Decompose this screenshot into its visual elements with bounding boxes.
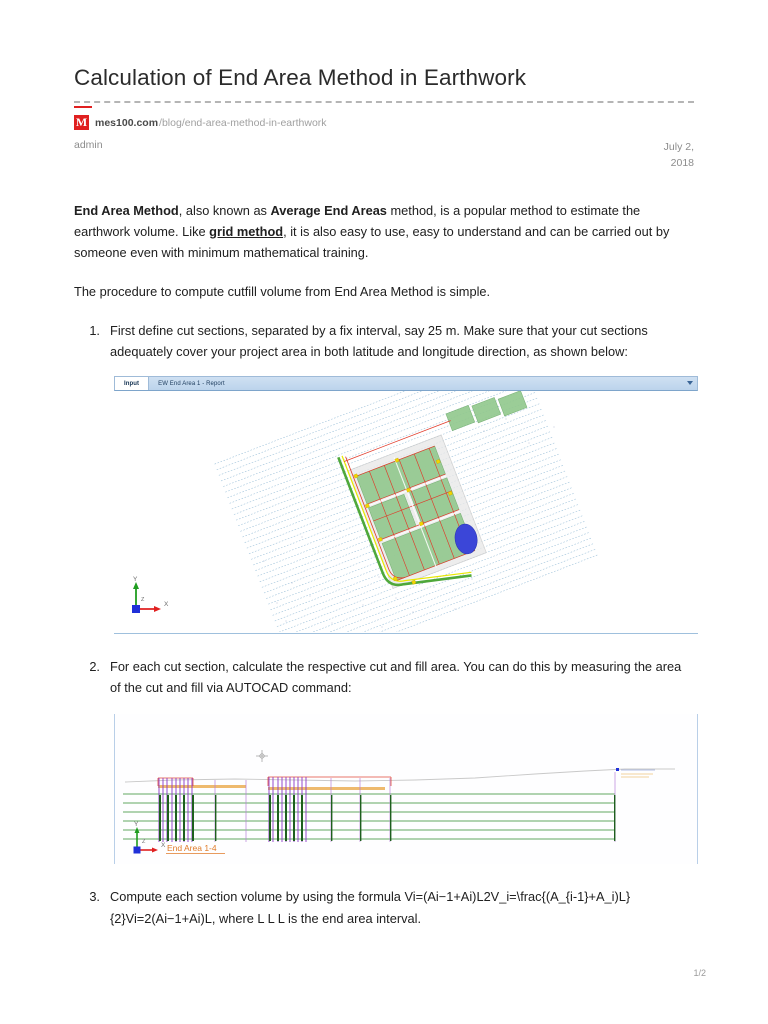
node-markers: [353, 458, 466, 585]
survey-points: [263, 418, 555, 628]
page-title: Calculation of End Area Method in Earthw…: [74, 65, 527, 90]
offset-lines-green: [123, 794, 615, 840]
step-number-1: 1.: [89, 322, 100, 338]
figure-cross-section: End Area 1-4 Y X Z: [114, 714, 698, 865]
source-path: /blog/end-area-method-in-earthwork: [159, 116, 327, 129]
intro-text-d: method, is a popular method to estimate …: [74, 202, 641, 239]
plan-view-drawing: [214, 391, 598, 633]
step-text-2: For each cut section, calculate the resp…: [110, 659, 682, 696]
cad-tab-strip: Input EW End Area 1 - Report: [114, 376, 698, 392]
site-logo-icon: M: [74, 115, 89, 130]
axis-gizmo-2: Y X Z: [127, 820, 179, 860]
axis-label-y: Y: [133, 576, 138, 584]
step-number-2: 2.: [89, 659, 100, 675]
page-number: 1/2: [693, 968, 706, 978]
document-content: Calculation of End Area Method in Earthw…: [74, 64, 698, 935]
step-item-3: 3. Compute each section volume by using …: [89, 886, 694, 928]
road-alignment-red: [345, 456, 405, 579]
source-url-line: M mes100.com/blog/end-area-method-in-ear…: [74, 115, 694, 130]
right-annotation: [616, 768, 655, 778]
header-divider: [74, 99, 694, 108]
step-text-3: Compute each section volume by using the…: [110, 889, 631, 926]
publish-date: July 2, 2018: [663, 141, 694, 170]
source-domain: mes100.com: [95, 116, 159, 129]
author-name: admin: [74, 139, 103, 151]
step-number-3: 3.: [89, 889, 100, 905]
section-markers-cluster-2: [268, 777, 307, 843]
intro-paragraph: End Area Method, also known as Average E…: [74, 200, 694, 263]
road-alignment-yellow: [341, 455, 472, 582]
axis-label-x: X: [164, 601, 169, 609]
red-accent-bar: [74, 106, 92, 108]
chevron-down-icon[interactable]: [687, 381, 693, 386]
axis-label-z-2: Z: [142, 839, 146, 846]
procedure-intro-paragraph: The procedure to compute cutfill volume …: [74, 283, 491, 299]
tab-ew-end-area-1-report[interactable]: EW End Area 1 - Report: [158, 380, 225, 387]
cross-section-canvas: End Area 1-4 Y X Z: [115, 714, 697, 865]
tab-input[interactable]: Input: [115, 377, 150, 391]
axis-label-x-2: X: [161, 842, 166, 850]
article-meta: admin July 2, 2018: [74, 139, 694, 172]
procedure-steps-3: 3. Compute each section volume by using …: [74, 886, 694, 928]
term-average-end-areas: Average End Areas: [270, 202, 387, 218]
intro-text-b: , also known as: [178, 202, 271, 218]
plan-view-canvas: Y X Z: [114, 391, 698, 634]
step-item-2: 2. For each cut section, calculate the r…: [89, 656, 694, 698]
figure-plan-view: Input EW End Area 1 - Report: [114, 376, 698, 635]
term-end-area-method: End Area Method: [74, 202, 179, 218]
axis-gizmo: Y X Z: [126, 576, 178, 617]
step-item-1: 1. First define cut sections, separated …: [89, 320, 694, 362]
cross-section-drawing: End Area 1-4: [123, 750, 675, 855]
dashed-rule: [74, 101, 694, 103]
procedure-steps: 1. First define cut sections, separated …: [74, 320, 694, 362]
procedure-steps-2: 2. For each cut section, calculate the r…: [74, 656, 694, 698]
retention-pond: [454, 523, 478, 555]
step-text-1: First define cut sections, separated by …: [110, 322, 648, 360]
intro-text-e: , it is also easy to use, easy to unders…: [74, 223, 670, 260]
end-area-label: End Area 1-4: [167, 843, 217, 853]
axis-label-y-2: Y: [134, 821, 139, 829]
section-markers-isolated: [214, 772, 616, 843]
grid-method-link[interactable]: grid method: [209, 223, 284, 239]
offset-ticks: [159, 795, 616, 842]
crosshair-cursor: [256, 750, 268, 763]
axis-label-z: Z: [141, 597, 145, 604]
site-layout: [337, 391, 528, 590]
fill-bands-orange: [158, 785, 385, 791]
section-rails-red: [157, 777, 392, 787]
ground-profile-line: [124, 768, 675, 783]
road-alignment-green: [337, 457, 472, 587]
